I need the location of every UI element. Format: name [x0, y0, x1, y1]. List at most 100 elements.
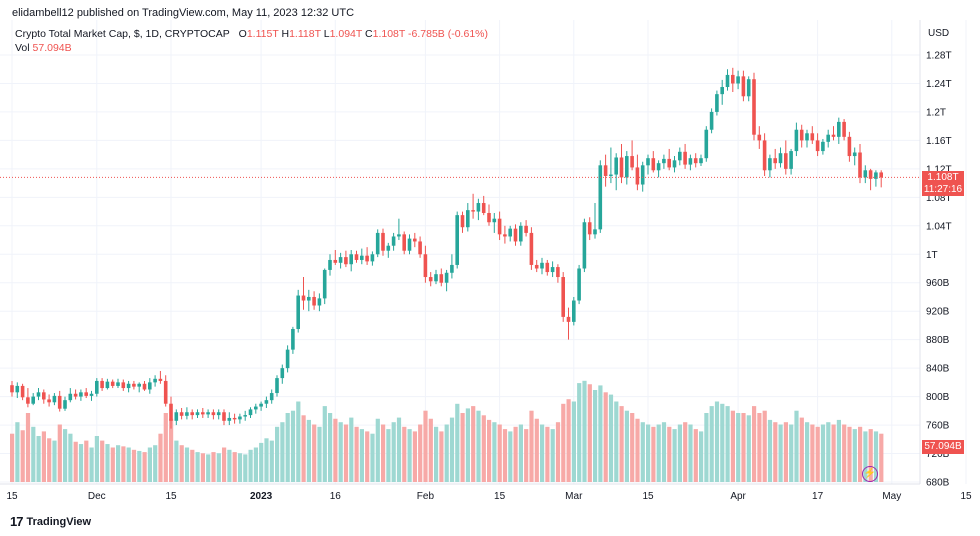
candle-body — [100, 380, 104, 389]
volume-bar — [137, 450, 142, 482]
candle-body — [52, 395, 57, 403]
candle-body — [89, 393, 94, 396]
candle-body — [439, 274, 444, 283]
volume-bar — [608, 394, 614, 482]
candle-body — [810, 133, 815, 141]
candle-body — [36, 392, 41, 397]
volume-bar — [863, 431, 868, 482]
publisher-line: elidambell12 published on TradingView.co… — [12, 7, 355, 19]
y-tick-label: 760B — [926, 421, 950, 432]
volume-bar — [741, 413, 746, 482]
volume-bar — [116, 445, 121, 482]
volume-bar — [810, 424, 815, 482]
candle-body — [863, 170, 868, 178]
volume-bar — [20, 430, 25, 482]
volume-bar — [868, 429, 873, 482]
y-tick-label: 680B — [926, 478, 950, 489]
volume-bar — [428, 418, 433, 482]
candle-body — [821, 141, 825, 152]
change-value: -6.785B (-0.61%) — [408, 28, 488, 40]
volume-bar — [879, 433, 884, 482]
candle-body — [338, 257, 343, 263]
symbol-title[interactable]: Crypto Total Market Cap, $, 1D, CRYPTOCA… — [15, 28, 230, 40]
volume-bar — [518, 424, 523, 482]
volume-bar — [110, 447, 115, 482]
candle-body — [317, 298, 322, 306]
candle-body — [238, 416, 242, 420]
volume-bar — [94, 436, 99, 482]
volume-bar — [550, 429, 555, 482]
candle-body — [593, 229, 597, 235]
candle-body — [222, 412, 226, 421]
volume-bar — [31, 426, 36, 482]
currency-label: USD — [928, 28, 949, 39]
candle-body — [778, 153, 783, 164]
volume-bar — [253, 447, 258, 482]
y-tick-label: 1.08T — [926, 193, 952, 204]
candle-body — [20, 385, 25, 398]
candle-body — [296, 295, 300, 329]
low-label: L — [323, 28, 330, 40]
volume-bar — [534, 418, 539, 482]
open-label: O — [238, 28, 247, 40]
candle-body — [471, 210, 475, 212]
candle-body — [746, 79, 751, 97]
candle-body — [815, 140, 820, 152]
volume-bar — [730, 410, 735, 482]
volume-bar — [412, 431, 417, 482]
volume-bar — [222, 447, 227, 482]
high-label: H — [281, 28, 290, 40]
candle-body — [158, 378, 163, 381]
volume-bar — [794, 410, 799, 482]
x-tick-label: 15 — [960, 491, 972, 502]
candle-body — [672, 160, 677, 168]
price-axis[interactable]: 1.28T 1.24T 1.2T 1.16T 1.12T 1.08T 1.04T 1T 960B… — [926, 51, 952, 489]
candle-body — [328, 259, 332, 270]
volume-bar — [455, 403, 460, 482]
candle-body — [805, 133, 809, 141]
candle-body — [322, 269, 327, 299]
volume-bar — [200, 453, 205, 482]
candle-body — [402, 234, 406, 251]
candle-body — [31, 396, 35, 404]
candle-body — [826, 134, 830, 142]
volume-bar — [354, 426, 359, 482]
volume-bar — [656, 424, 661, 482]
volume-bar — [275, 426, 280, 482]
x-tick-label: Apr — [730, 491, 746, 502]
volume-bar — [248, 449, 253, 482]
candle-body — [312, 296, 316, 306]
candle-body — [603, 165, 608, 176]
tradingview-brand[interactable]: 17 TradingView — [10, 514, 91, 529]
low-value: 1.094T — [329, 28, 363, 40]
y-tick-label: 1T — [926, 250, 938, 261]
y-tick-label: 920B — [926, 307, 950, 318]
candle-body — [174, 412, 179, 421]
volume-bar — [285, 413, 290, 482]
candle-body — [285, 349, 290, 369]
volume-bar — [773, 422, 778, 482]
candle-body — [609, 174, 613, 176]
volume-bar — [836, 419, 841, 482]
candle-body — [736, 76, 740, 84]
candle-body — [201, 412, 205, 415]
x-tick-label: 15 — [494, 491, 506, 502]
candle-body — [10, 385, 14, 393]
volume-value: 57.094B — [32, 42, 72, 54]
time-axis[interactable]: 15 Dec 15 2023 16 Feb 15 Mar 15 Apr 17 May 15 — [6, 491, 972, 502]
candle-body — [879, 172, 883, 178]
volume-bar — [317, 426, 322, 482]
candle-body — [587, 222, 592, 235]
volume-bar — [359, 429, 364, 482]
volume-bar — [577, 383, 582, 482]
x-tick-label: 2023 — [250, 491, 273, 502]
volume-bar — [179, 445, 184, 482]
candles — [10, 67, 883, 429]
lightning-icon[interactable]: ⚡ — [862, 466, 878, 482]
volume-bar — [640, 422, 645, 482]
candle-body — [693, 158, 698, 164]
volume-bar — [799, 417, 804, 482]
volume-bar — [471, 406, 476, 482]
candle-body — [630, 156, 634, 168]
